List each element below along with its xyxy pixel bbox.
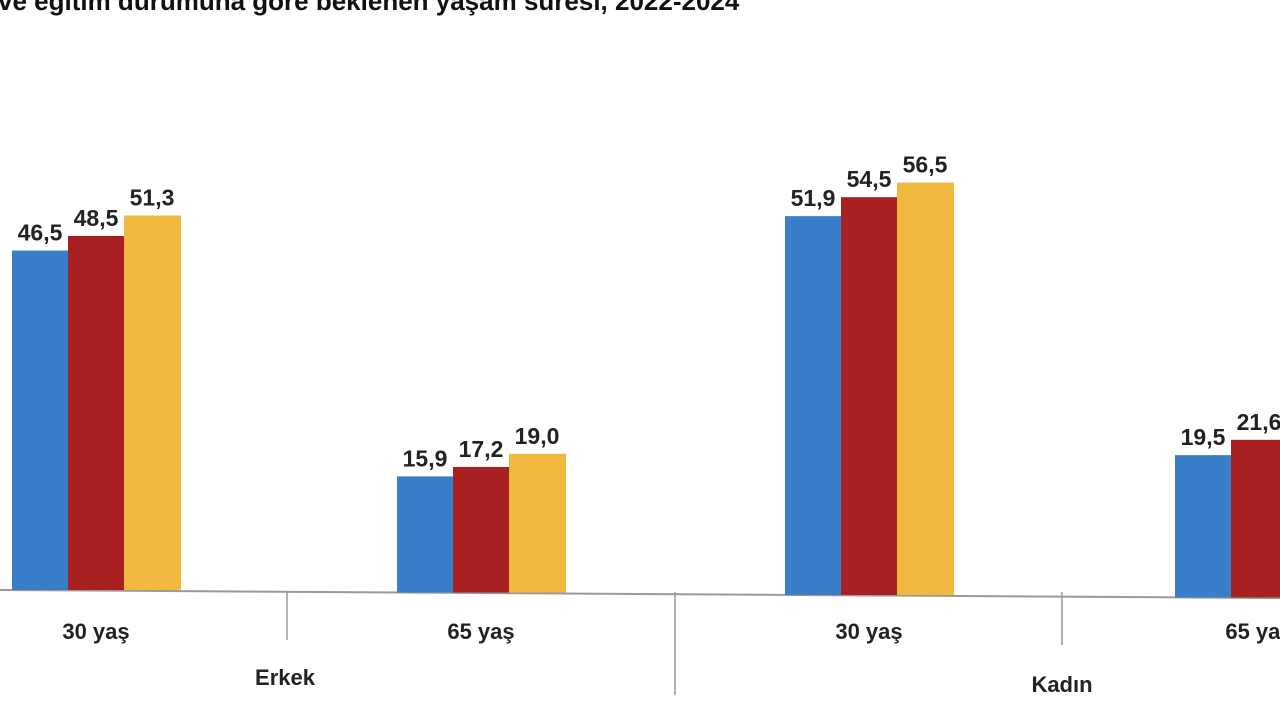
- bar-series-2: [1231, 439, 1280, 598]
- category-label: 65 yaş: [1225, 619, 1280, 644]
- data-label: 54,5: [847, 166, 892, 192]
- bar-series-2: [453, 466, 510, 593]
- bar-series-1: [397, 476, 454, 593]
- data-label: 51,3: [130, 185, 175, 211]
- data-label: 19,5: [1181, 424, 1226, 450]
- bar-series-1: [12, 250, 69, 591]
- data-label: 15,9: [403, 445, 448, 471]
- bar-series-2: [68, 235, 125, 590]
- data-label: 19,0: [515, 423, 560, 449]
- data-label: 21,6: [1237, 409, 1280, 435]
- bar-series-1: [1175, 455, 1232, 598]
- category-label: 30 yaş: [62, 619, 129, 644]
- category-label: 65 yaş: [447, 619, 514, 644]
- bar-series-3: [897, 182, 954, 596]
- x-axis-line: [0, 589, 1280, 599]
- data-label: 17,2: [459, 436, 504, 462]
- group-label-erkek: Erkek: [255, 665, 316, 690]
- chart-title: ve eğitim durumuna göre beklenen yaşam s…: [0, 0, 740, 16]
- data-label: 48,5: [74, 205, 119, 231]
- bar-series-3: [124, 215, 181, 590]
- bar-series-1: [785, 216, 842, 595]
- data-label: 46,5: [18, 220, 63, 246]
- data-label: 56,5: [903, 152, 948, 178]
- data-label: 51,9: [791, 185, 836, 211]
- category-label: 30 yaş: [835, 619, 902, 644]
- group-label-kadin: Kadın: [1031, 672, 1092, 697]
- bar-series-2: [841, 197, 898, 595]
- bar-series-3: [509, 453, 566, 593]
